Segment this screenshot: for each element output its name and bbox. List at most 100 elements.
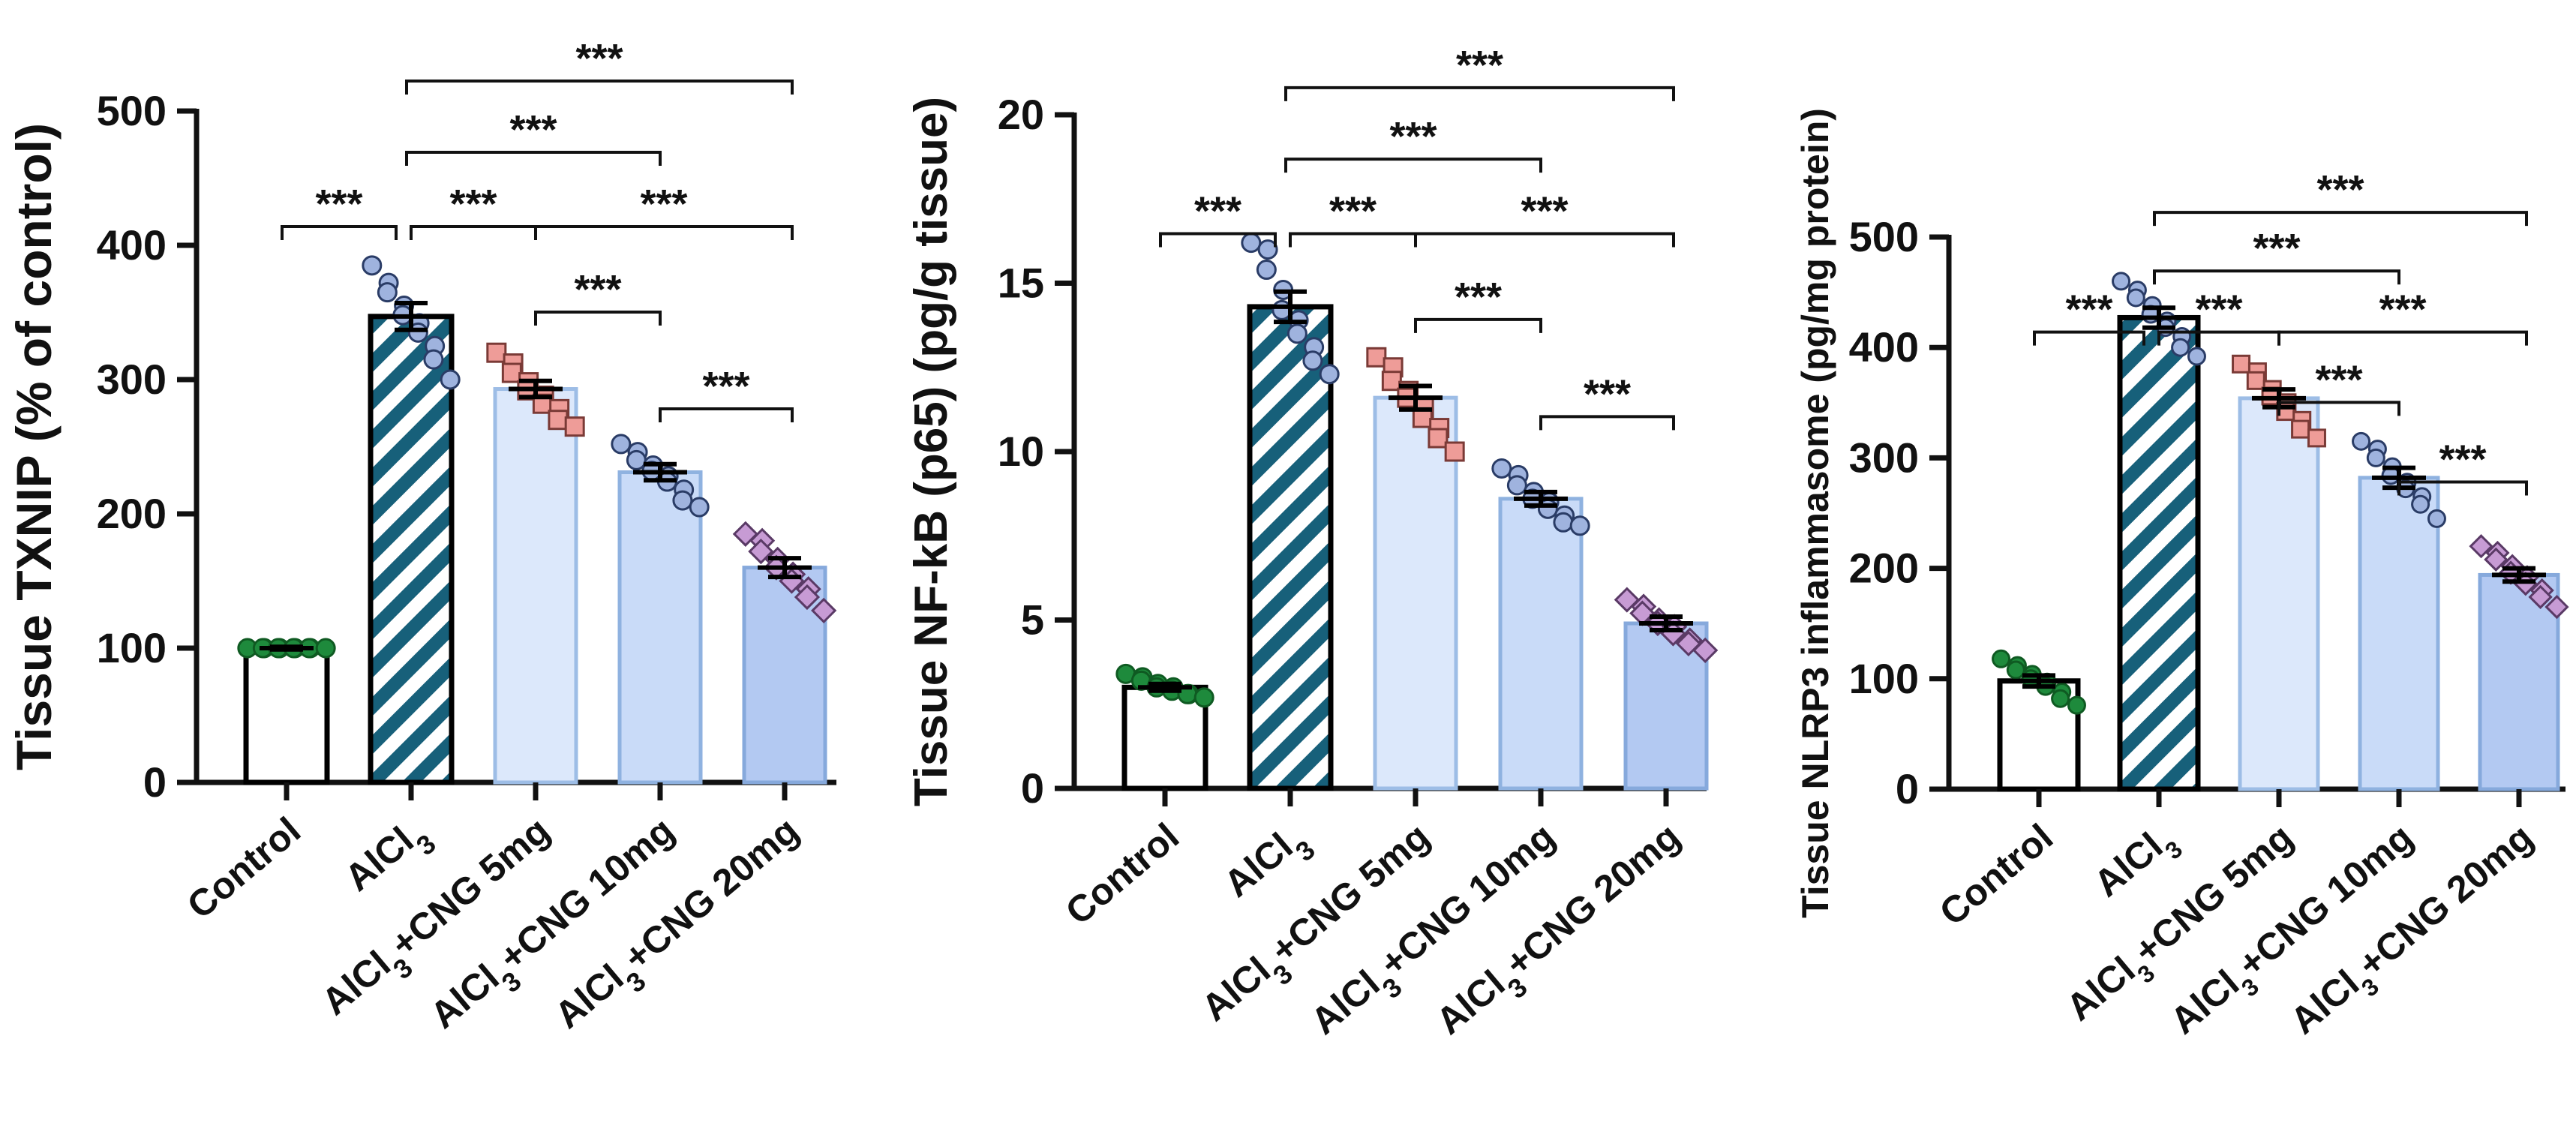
data-point <box>2067 695 2086 715</box>
significance-bracket <box>1289 232 1417 248</box>
data-point <box>2352 431 2371 451</box>
category-label: Control <box>1932 816 2061 934</box>
category-label: Control <box>179 809 308 927</box>
significance-bracket <box>1539 415 1675 431</box>
data-point <box>2232 354 2251 374</box>
y-tick-label: 300 <box>1849 434 1919 481</box>
data-point <box>564 416 585 437</box>
data-point <box>1444 441 1465 462</box>
category-label-main: AlCl <box>1193 949 1278 1029</box>
significance-label: *** <box>702 364 749 409</box>
data-point <box>2291 419 2310 439</box>
data-point <box>1366 347 1387 368</box>
significance-label: *** <box>2379 287 2426 332</box>
significance-bracket <box>2153 269 2400 285</box>
bar <box>368 314 455 785</box>
bar <box>493 387 578 785</box>
category-label-main: AlCl <box>2283 962 2367 1042</box>
significance-bracket <box>1284 158 1542 173</box>
y-axis-label: Tissue NF-kB (p65) (pg/g tissue) <box>905 97 957 806</box>
significance-label: *** <box>449 182 497 227</box>
y-tick-label: 500 <box>97 87 167 134</box>
y-tick-label: 100 <box>97 624 167 671</box>
data-point <box>1286 323 1308 344</box>
y-tick-label: 5 <box>1021 596 1044 644</box>
category-label-main: Control <box>1058 815 1187 933</box>
significance-label: *** <box>1584 371 1631 416</box>
significance-label: *** <box>640 182 687 227</box>
significance-label: *** <box>1521 189 1568 234</box>
data-point <box>2126 288 2145 308</box>
data-point <box>2528 584 2553 609</box>
category-label: AlCl3 <box>337 809 441 909</box>
data-point <box>1302 350 1323 371</box>
category-label: Control <box>1058 815 1187 933</box>
category-label: AlCl3+CNG 20mg <box>547 809 815 1047</box>
category-label: AlCl3 <box>2086 816 2187 913</box>
data-point <box>1428 428 1449 449</box>
bar <box>1247 304 1334 791</box>
significance-bracket <box>2397 480 2528 496</box>
y-axis-label: Tissue TXNIP (% of control) <box>6 123 62 770</box>
significance-bracket <box>2153 211 2528 227</box>
data-point <box>1256 260 1277 281</box>
significance-label: *** <box>2315 357 2362 402</box>
bar <box>1498 497 1584 791</box>
category-label-main: Control <box>1932 816 2061 934</box>
data-point <box>2171 338 2190 357</box>
category-label-main: AlCl <box>2086 824 2171 905</box>
data-point <box>2307 428 2326 448</box>
y-tick-label: 0 <box>1896 765 1919 812</box>
significance-bracket <box>534 225 794 240</box>
y-tick-label: 15 <box>998 260 1044 307</box>
data-point <box>2427 509 2446 528</box>
significance-label: *** <box>2316 167 2364 212</box>
significance-bracket <box>410 225 537 240</box>
data-point <box>1692 637 1719 664</box>
data-point <box>794 584 821 611</box>
y-tick-label: 0 <box>143 758 167 806</box>
category-label-main: AlCl <box>422 956 507 1036</box>
significance-label: *** <box>2253 226 2300 271</box>
data-point <box>501 362 522 383</box>
data-point <box>315 638 336 659</box>
significance-label: *** <box>574 267 621 312</box>
bar <box>1373 395 1458 791</box>
data-point <box>2484 547 2508 572</box>
data-point <box>440 369 461 390</box>
category-label: AlCl3 <box>1216 815 1320 915</box>
category-label-main: AlCl <box>337 818 422 899</box>
panel-txnip: 0 100 200 300 400 500 Tissue TXNIP (% of contr… <box>6 36 837 1047</box>
data-point <box>811 597 837 624</box>
category-label-main: AlCl <box>1428 962 1513 1042</box>
significance-bracket <box>405 80 794 95</box>
data-point <box>2051 689 2070 708</box>
y-tick-label: 200 <box>97 490 167 537</box>
data-point <box>1553 512 1574 533</box>
y-tick-label: 400 <box>97 221 167 269</box>
significance-bracket <box>281 225 398 240</box>
data-point <box>2246 371 2265 390</box>
significance-bracket <box>1414 232 1675 248</box>
significance-bracket <box>2033 330 2145 346</box>
data-point <box>672 490 693 511</box>
y-tick-label: 0 <box>1021 764 1044 812</box>
data-point <box>2544 594 2569 620</box>
significance-bracket <box>1159 232 1277 248</box>
y-tick-label: 100 <box>1849 655 1919 702</box>
significance-label: *** <box>2439 437 2486 482</box>
significance-bracket <box>659 407 794 422</box>
category-label-main: AlCl <box>2163 962 2247 1042</box>
data-point <box>2366 448 2385 467</box>
significance-label: *** <box>1456 43 1503 88</box>
data-point <box>689 497 710 518</box>
data-point <box>748 538 774 565</box>
significance-bracket <box>1284 86 1675 101</box>
category-label-main: AlCl <box>2058 948 2143 1028</box>
data-point <box>2006 660 2025 680</box>
category-label-main: AlCl <box>1216 824 1301 905</box>
data-point <box>2469 534 2493 559</box>
significance-label: *** <box>1194 189 1241 234</box>
category-label-main: AlCl <box>547 956 632 1036</box>
